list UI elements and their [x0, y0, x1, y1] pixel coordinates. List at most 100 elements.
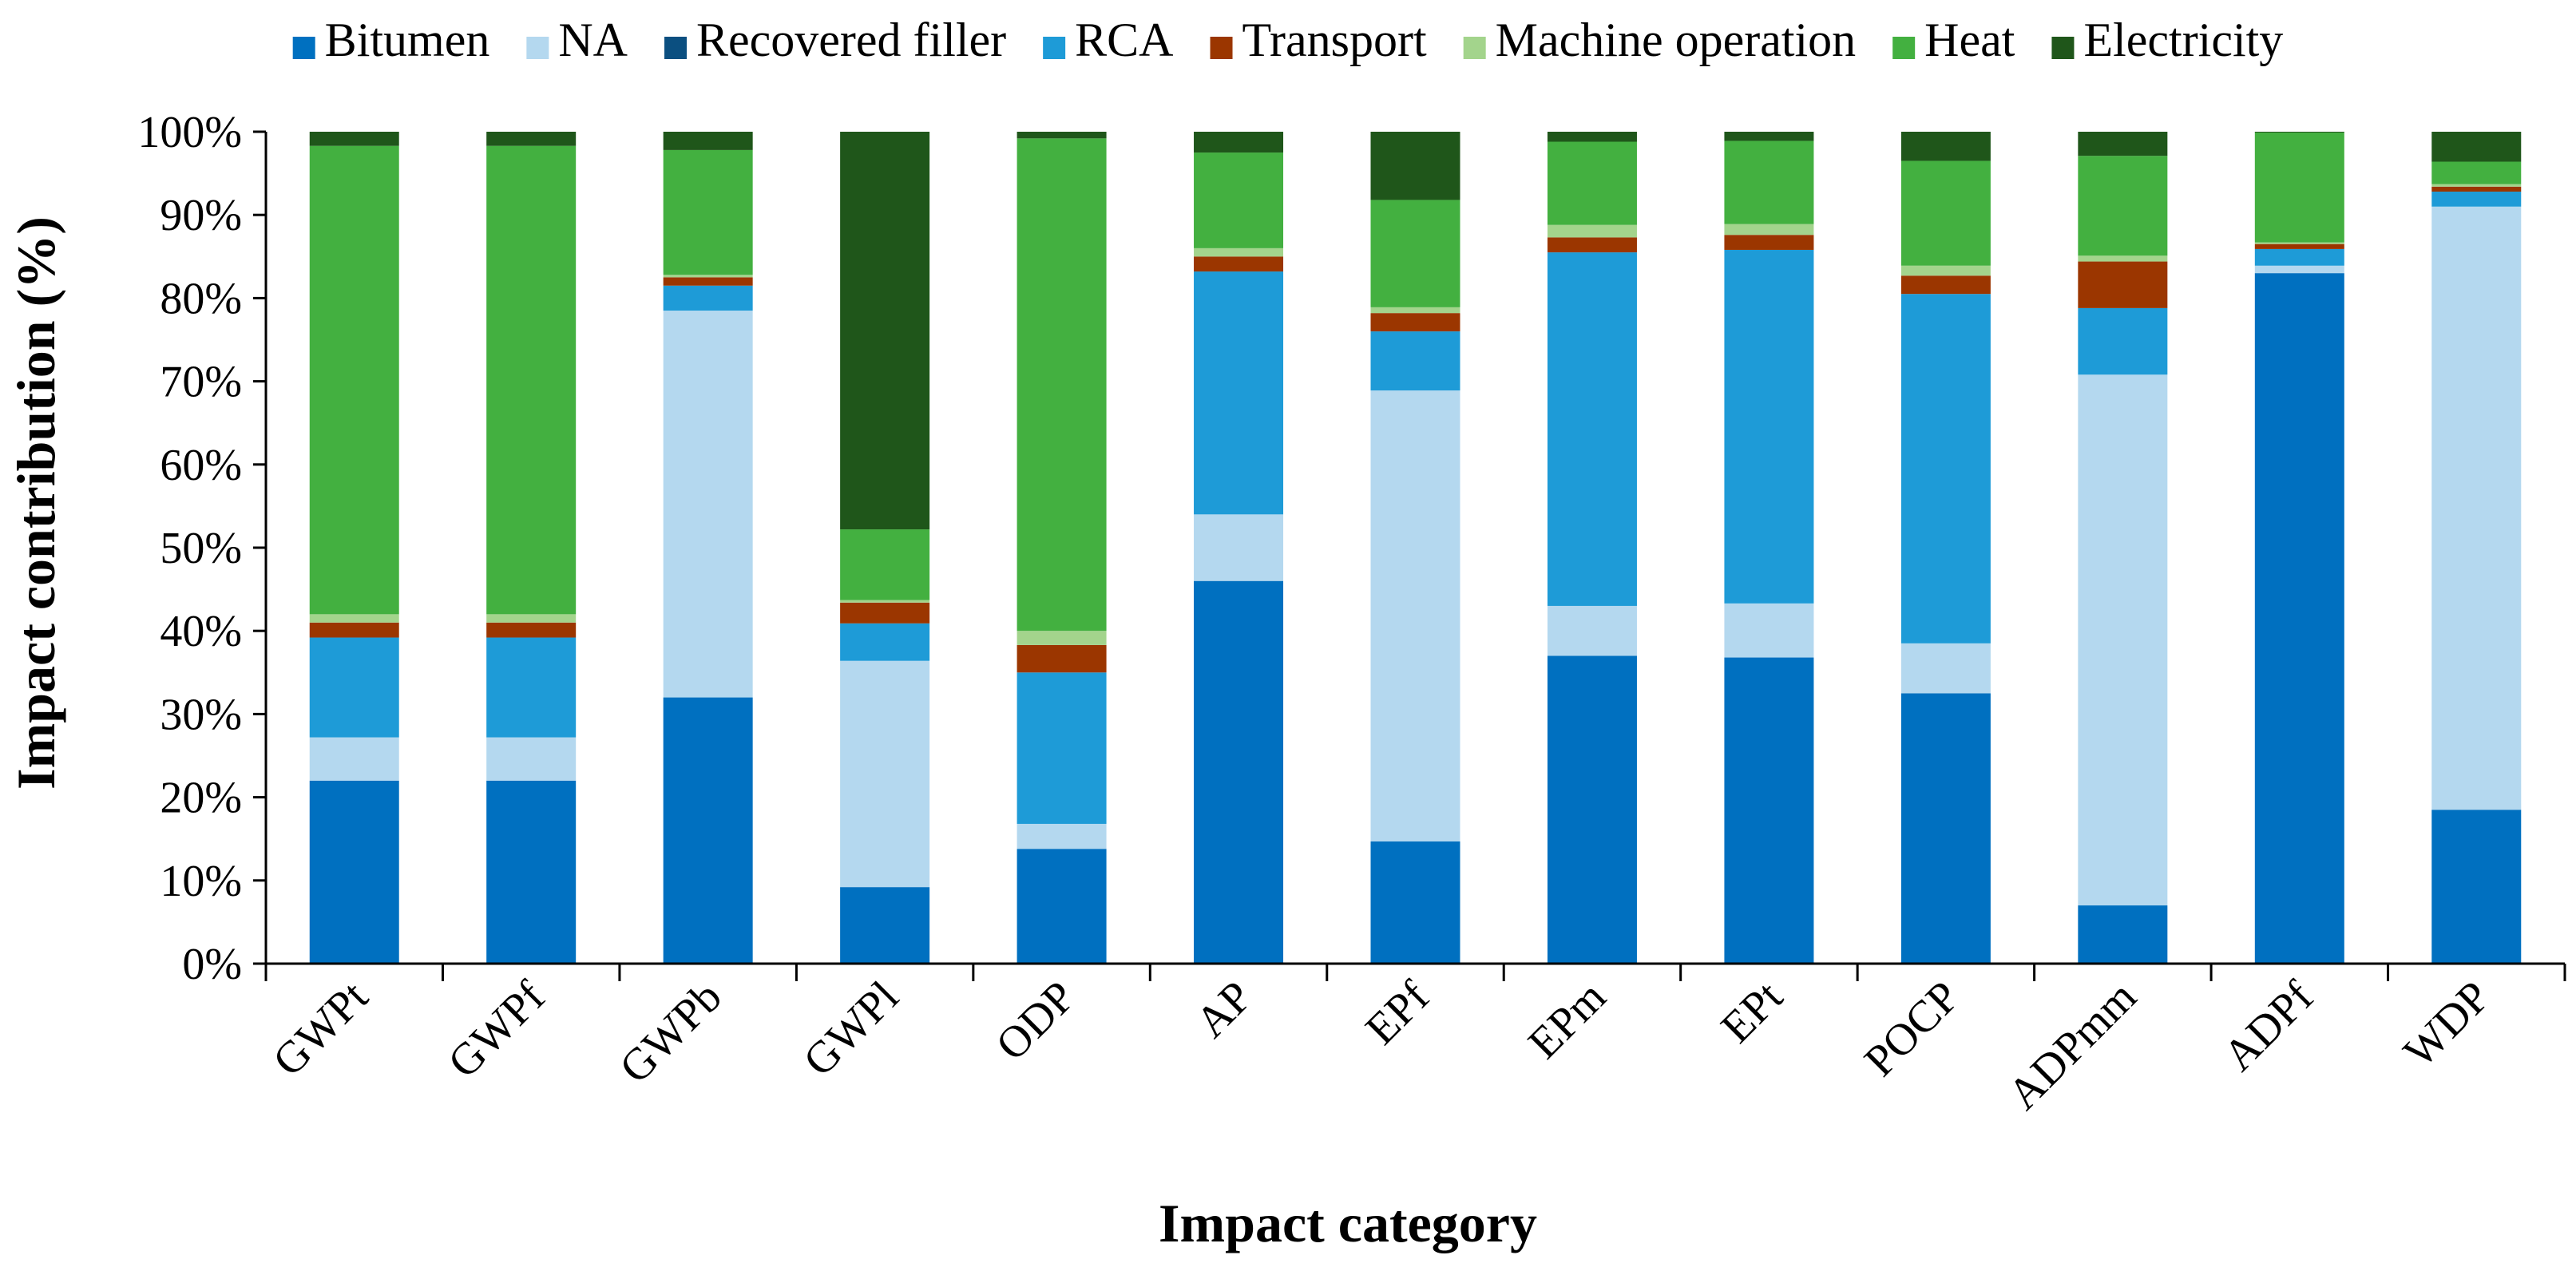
legend: Bitumen NA Recovered filler RCA Transport Mac…	[292, 14, 2283, 66]
legend-label: Machine operation	[1496, 14, 1857, 66]
x-axis: GWPt GWPf GWPb GWPl ODP AP EPf EPm EPt POCP ADPmm A…	[264, 962, 2566, 1119]
bar-ept-electricity	[1724, 132, 1814, 141]
legend-item-heat: Heat	[1892, 14, 2015, 66]
bar-gwpl-rca	[840, 623, 930, 661]
bars	[309, 132, 2522, 964]
bar-gwpf-rca	[486, 637, 577, 738]
bar-ap-electricity	[1194, 132, 1284, 153]
bar-ap-transport	[1194, 256, 1284, 272]
bar-gwpt-machine-operation	[309, 614, 399, 623]
bar-gwpl-bitumen	[840, 887, 930, 964]
x-tick-label-ept: EPt	[1712, 972, 1793, 1052]
bar-stack-ept	[1724, 132, 1814, 964]
bar-stack-pocp	[1900, 132, 1991, 964]
legend-item-machine-operation: Machine operation	[1463, 14, 1857, 66]
bar-epf-na	[1370, 390, 1460, 841]
x-tick-label-adpf: ADPf	[2214, 972, 2323, 1080]
x-tick-label-gwpt: GWPt	[264, 972, 378, 1086]
bar-gwpb-transport	[663, 277, 753, 286]
bar-wdp-transport	[2431, 186, 2522, 192]
bar-ept-na	[1724, 603, 1814, 658]
bar-ap-machine-operation	[1194, 247, 1284, 257]
bar-adpmm-na	[2078, 374, 2168, 906]
bar-stack-epm	[1547, 132, 1637, 964]
bar-gwpt-rca	[309, 637, 399, 738]
y-tick-label: 30%	[160, 690, 242, 739]
bar-adpf-electricity	[2254, 132, 2344, 133]
x-tick-label-pocp: POCP	[1855, 972, 1969, 1086]
bar-gwpf-transport	[486, 622, 577, 638]
bar-adpmm-machine-operation	[2078, 255, 2168, 262]
x-tick-label-gwpb: GWPb	[610, 972, 731, 1093]
bar-stack-ap	[1194, 132, 1284, 964]
bar-pocp-rca	[1900, 294, 1991, 643]
y-tick-label: 80%	[160, 274, 242, 323]
bar-gwpt-electricity	[309, 132, 399, 146]
legend-label: Transport	[1242, 14, 1427, 66]
bar-epf-heat	[1370, 200, 1460, 307]
legend-label: Bitumen	[325, 14, 490, 66]
bar-stack-odp	[1017, 132, 1107, 964]
bar-gwpl-transport	[840, 602, 930, 624]
bar-gwpl-electricity	[840, 132, 930, 530]
bar-stack-adpmm	[2078, 132, 2168, 964]
y-tick-label: 20%	[160, 774, 242, 823]
y-tick-label: 100%	[137, 108, 242, 157]
x-axis-title: Impact category	[1159, 1193, 1537, 1253]
x-tick-label-wdp: WDP	[2395, 972, 2500, 1077]
legend-swatch	[1043, 37, 1066, 59]
bar-adpmm-electricity	[2078, 132, 2168, 156]
x-tick-label-gwpf: GWPf	[438, 972, 554, 1087]
bar-adpmm-heat	[2078, 156, 2168, 256]
y-tick-label: 10%	[160, 857, 242, 906]
legend-swatch	[1210, 37, 1233, 59]
x-tick-label-odp: ODP	[987, 972, 1085, 1070]
bar-epf-transport	[1370, 313, 1460, 332]
bar-odp-machine-operation	[1017, 631, 1107, 645]
y-tick-label: 60%	[160, 441, 242, 490]
legend-label: RCA	[1075, 14, 1173, 66]
bar-epm-machine-operation	[1547, 224, 1637, 238]
bar-odp-transport	[1017, 644, 1107, 673]
legend-item-bitumen: Bitumen	[292, 14, 490, 66]
bar-adpf-rca	[2254, 248, 2344, 266]
bar-gwpb-na	[663, 311, 753, 698]
bar-adpmm-rca	[2078, 307, 2168, 375]
bar-adpmm-transport	[2078, 261, 2168, 308]
bar-wdp-rca	[2431, 192, 2522, 207]
bar-gwpb-electricity	[663, 132, 753, 150]
bar-pocp-transport	[1900, 275, 1991, 295]
bar-ept-heat	[1724, 141, 1814, 224]
bar-ap-bitumen	[1194, 580, 1284, 964]
legend-swatch	[1892, 37, 1916, 59]
bar-odp-rca	[1017, 672, 1107, 824]
bar-epm-rca	[1547, 252, 1637, 606]
legend-swatch	[2051, 37, 2075, 59]
bar-ept-transport	[1724, 235, 1814, 250]
bar-adpf-bitumen	[2254, 273, 2344, 964]
y-tick-label: 50%	[160, 524, 242, 573]
bar-gwpb-machine-operation	[663, 275, 753, 278]
bar-adpf-na	[2254, 265, 2344, 274]
bar-stack-epf	[1370, 132, 1460, 964]
bar-gwpl-na	[840, 660, 930, 888]
bar-ap-na	[1194, 514, 1284, 581]
bar-gwpt-heat	[309, 145, 399, 615]
bar-odp-bitumen	[1017, 849, 1107, 964]
bar-adpmm-bitumen	[2078, 905, 2168, 964]
bar-gwpf-electricity	[486, 132, 577, 146]
bar-gwpt-bitumen	[309, 780, 399, 964]
bar-pocp-electricity	[1900, 132, 1991, 161]
bar-gwpf-na	[486, 737, 577, 781]
bar-stack-gwpb	[663, 132, 753, 964]
bar-odp-electricity	[1017, 132, 1107, 139]
y-tick-label: 0%	[182, 940, 242, 989]
bar-ept-machine-operation	[1724, 224, 1814, 236]
bar-pocp-heat	[1900, 160, 1991, 266]
bar-gwpb-bitumen	[663, 697, 753, 964]
legend-label: Heat	[1924, 14, 2015, 66]
bar-gwpf-heat	[486, 145, 577, 615]
legend-item-rca: RCA	[1043, 14, 1174, 66]
legend-item-na: NA	[526, 14, 628, 66]
